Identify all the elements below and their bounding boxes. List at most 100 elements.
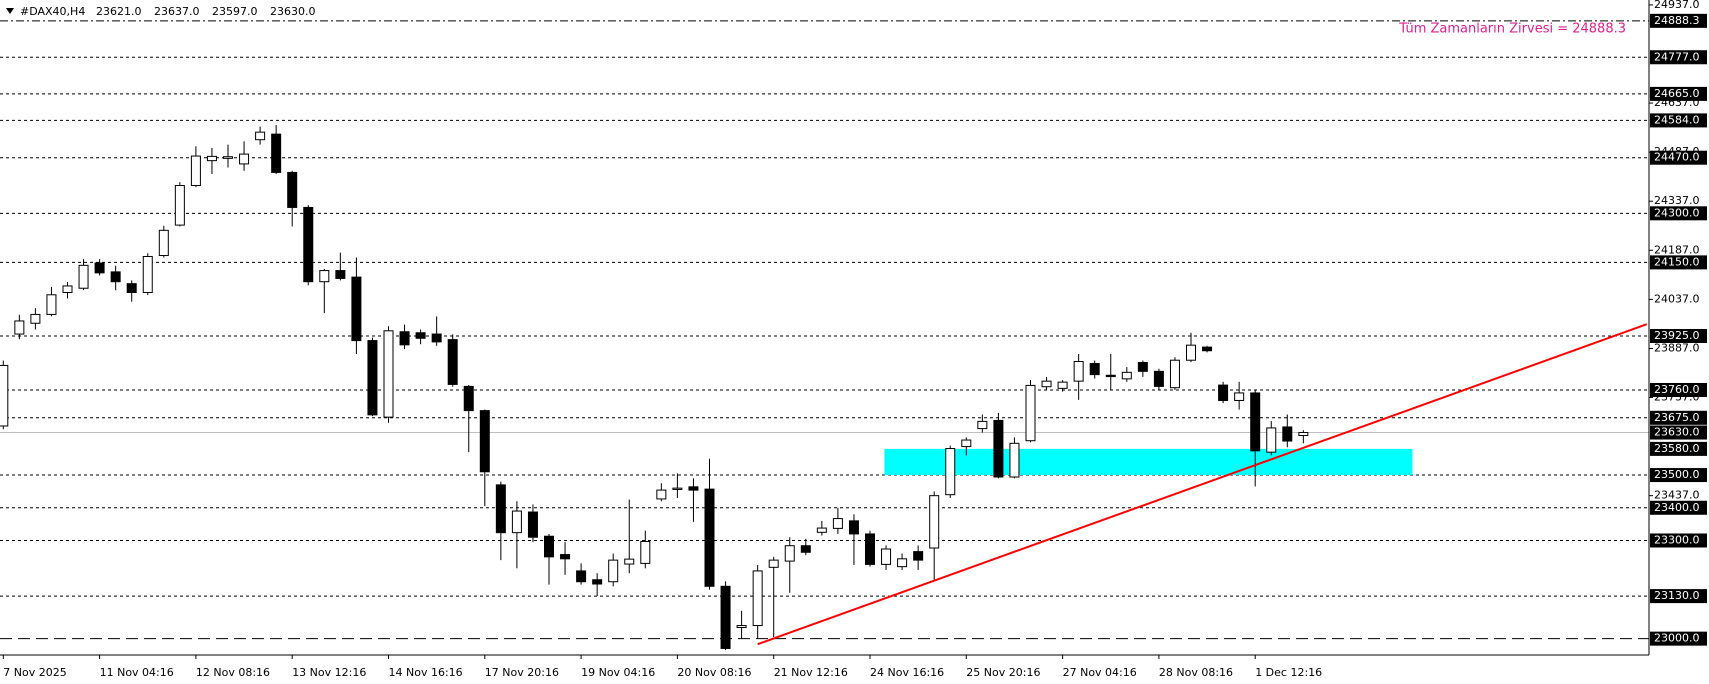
- quote: 23630.0: [270, 5, 316, 18]
- candle-body: [865, 533, 875, 565]
- candle-body: [62, 285, 73, 293]
- candle-body: [0, 364, 9, 427]
- candle-body: [768, 559, 779, 568]
- level-box: [1650, 150, 1707, 165]
- candle-body: [78, 264, 89, 289]
- candle-body: [94, 262, 105, 274]
- x-tick-label: 1 Dec 12:16: [1255, 666, 1322, 679]
- candle-body: [1186, 344, 1196, 361]
- level-box: [1650, 50, 1707, 65]
- candle-body: [704, 488, 715, 587]
- candle-body: [608, 559, 619, 583]
- level-label: 24888.3: [1654, 14, 1700, 27]
- candle-body: [239, 153, 250, 165]
- annotation: Tüm Zamanların Zirvesi = 24888.3: [1398, 22, 1626, 37]
- x-tick-label: 11 Nov 04:16: [100, 666, 174, 679]
- x-tick-label: 12 Nov 08:16: [196, 666, 270, 679]
- level-box: [1650, 589, 1707, 604]
- candle-body: [1234, 392, 1245, 401]
- candle-body: [351, 276, 362, 342]
- level-label: 23760.0: [1654, 383, 1700, 396]
- candle-body: [335, 270, 346, 279]
- candle-body: [527, 511, 538, 538]
- candle-body: [784, 545, 795, 562]
- candle-body: [1057, 381, 1068, 389]
- candle-body: [1009, 442, 1020, 478]
- x-tick-label: 20 Nov 08:16: [677, 666, 751, 679]
- candle-body: [832, 518, 843, 529]
- zone: [884, 448, 1413, 476]
- candle-body: [399, 331, 410, 346]
- candle-body: [206, 155, 217, 162]
- candle-body: [415, 332, 426, 339]
- candle-body: [447, 339, 458, 385]
- x-tick-label: 13 Nov 12:16: [292, 666, 366, 679]
- level-label: 24584.0: [1654, 113, 1700, 126]
- level-label: 23580.0: [1654, 442, 1700, 455]
- collapse-icon: [6, 8, 14, 14]
- candle-body: [576, 570, 587, 583]
- level-box: [1650, 468, 1707, 483]
- candle-body: [1169, 359, 1180, 389]
- x-tick-label: 24 Nov 16:16: [870, 666, 944, 679]
- candle-body: [1041, 380, 1052, 388]
- candle-body: [1298, 432, 1309, 436]
- candle-body: [367, 340, 378, 416]
- x-tick-label: 14 Nov 16:16: [389, 666, 463, 679]
- x-tick-label: 27 Nov 04:16: [1063, 666, 1137, 679]
- candle-body: [1137, 362, 1148, 372]
- level-label: 24150.0: [1654, 255, 1700, 268]
- y-tick-label: 24037.0: [1654, 292, 1700, 305]
- level-label: 23300.0: [1654, 533, 1700, 546]
- x-tick-label: 19 Nov 04:16: [581, 666, 655, 679]
- candle-body: [560, 554, 571, 560]
- candle-body: [287, 171, 298, 208]
- symbol: #DAX40,H4: [20, 5, 85, 18]
- candle-body: [720, 585, 731, 649]
- candle-body: [223, 156, 233, 159]
- candle-body: [881, 548, 892, 565]
- candle-body: [848, 520, 859, 535]
- candle-body: [110, 271, 121, 283]
- candle-body: [30, 313, 41, 324]
- candle-body: [383, 330, 394, 418]
- level-box: [1650, 13, 1707, 28]
- candle-body: [255, 131, 266, 141]
- candle-body: [1266, 427, 1277, 453]
- candle-body: [1089, 362, 1100, 376]
- candle-body: [672, 487, 683, 490]
- level-box: [1650, 425, 1707, 440]
- candle-body: [945, 448, 956, 496]
- level-box: [1650, 500, 1707, 515]
- candle-body: [303, 206, 314, 283]
- level-label: 23925.0: [1654, 329, 1700, 342]
- candle-body: [1153, 370, 1164, 387]
- level-label: 24665.0: [1654, 87, 1700, 100]
- candle-body: [929, 495, 940, 549]
- level-box: [1650, 206, 1707, 221]
- candle-body: [800, 545, 811, 553]
- quote: 23637.0: [154, 5, 200, 18]
- candle-body: [271, 133, 282, 173]
- candle-body: [463, 385, 474, 412]
- candle-body: [993, 419, 1004, 478]
- level-box: [1650, 441, 1707, 456]
- level-label: 23130.0: [1654, 589, 1700, 602]
- level-label: 23400.0: [1654, 501, 1700, 514]
- candle-body: [126, 283, 137, 293]
- candle-body: [46, 294, 57, 315]
- candle-body: [14, 320, 25, 335]
- candle-body: [174, 185, 185, 226]
- candle-body: [142, 256, 153, 293]
- candle-body: [544, 535, 554, 558]
- x-tick-label: 21 Nov 12:16: [774, 666, 848, 679]
- y-tick-label: 23437.0: [1654, 489, 1700, 502]
- candle-body: [319, 270, 330, 283]
- level-box: [1650, 631, 1707, 646]
- quote: 23597.0: [212, 5, 258, 18]
- level-box: [1650, 382, 1707, 397]
- candle-body: [913, 551, 924, 561]
- level-label: 23630.0: [1654, 426, 1700, 439]
- candle-body: [1218, 384, 1229, 401]
